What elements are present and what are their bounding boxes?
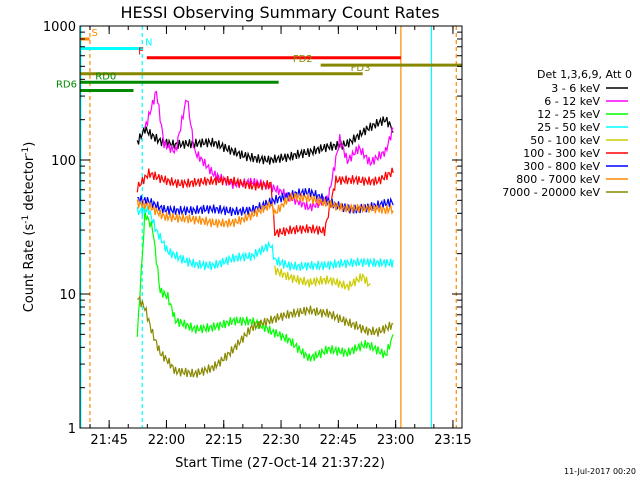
plot-area: S NF FD2 FD3 RD0 RD6 bbox=[56, 26, 462, 428]
x-axis: 21:45 22:00 22:15 22:30 22:45 23:00 23:15 bbox=[89, 26, 472, 448]
x-tick-label: 23:00 bbox=[377, 433, 414, 448]
footer-timestamp: 11-Jul-2017 00:20 bbox=[564, 467, 636, 476]
x-tick-label: 22:30 bbox=[262, 433, 299, 448]
series-line-3 bbox=[136, 206, 394, 271]
series-line-1 bbox=[144, 90, 394, 212]
legend-label-3: 25 - 50 keV bbox=[537, 121, 600, 134]
legend-label-6: 300 - 800 keV bbox=[523, 160, 600, 173]
flag-label-rd6: RD6 bbox=[56, 80, 77, 91]
flag-label-fd3: FD3 bbox=[351, 63, 371, 74]
y-tick-label: 1 bbox=[68, 422, 76, 437]
x-tick-label: 22:45 bbox=[320, 433, 357, 448]
flag-label-n: N bbox=[145, 37, 152, 48]
legend-label-7: 800 - 7000 keV bbox=[516, 173, 600, 186]
y-axis-label: Count Rate (s-1 detector-1) bbox=[21, 142, 37, 313]
series-line-2 bbox=[136, 208, 394, 362]
y-axis: 1 10 100 1000 bbox=[43, 20, 462, 437]
chart-title: HESSI Observing Summary Count Rates bbox=[120, 3, 439, 22]
x-tick-label: 21:45 bbox=[90, 433, 127, 448]
legend-label-0: 3 - 6 keV bbox=[551, 82, 600, 95]
series-line-7 bbox=[136, 191, 394, 228]
legend-label-2: 12 - 25 keV bbox=[537, 108, 600, 121]
legend-label-8: 7000 - 20000 keV bbox=[502, 186, 600, 199]
series-line-0 bbox=[136, 116, 394, 165]
plot-frame bbox=[79, 25, 463, 429]
x-tick-label: 22:00 bbox=[148, 433, 185, 448]
legend-label-4: 50 - 100 keV bbox=[530, 134, 600, 147]
x-tick-label: 22:15 bbox=[205, 433, 242, 448]
legend-title: Det 1,3,6,9, Att 0 bbox=[537, 68, 632, 81]
x-axis-label: Start Time (27-Oct-14 21:37:22) bbox=[175, 456, 385, 471]
flag-label-fd2: FD2 bbox=[293, 54, 313, 65]
legend-label-5: 100 - 300 keV bbox=[523, 147, 600, 160]
y-tick-label: 100 bbox=[51, 154, 76, 169]
flag-label-rd0: RD0 bbox=[95, 71, 116, 82]
x-tick-label: 23:15 bbox=[434, 433, 471, 448]
series-line-5 bbox=[136, 167, 394, 238]
y-tick-label: 1000 bbox=[43, 20, 76, 35]
series-line-6 bbox=[137, 187, 394, 217]
legend-label-1: 6 - 12 keV bbox=[544, 95, 600, 108]
series-line-4 bbox=[274, 265, 371, 291]
flag-label-s: S bbox=[92, 28, 98, 39]
y-tick-label: 10 bbox=[59, 288, 76, 303]
series-line-8 bbox=[137, 294, 394, 378]
flag-label-f: F bbox=[138, 47, 144, 58]
